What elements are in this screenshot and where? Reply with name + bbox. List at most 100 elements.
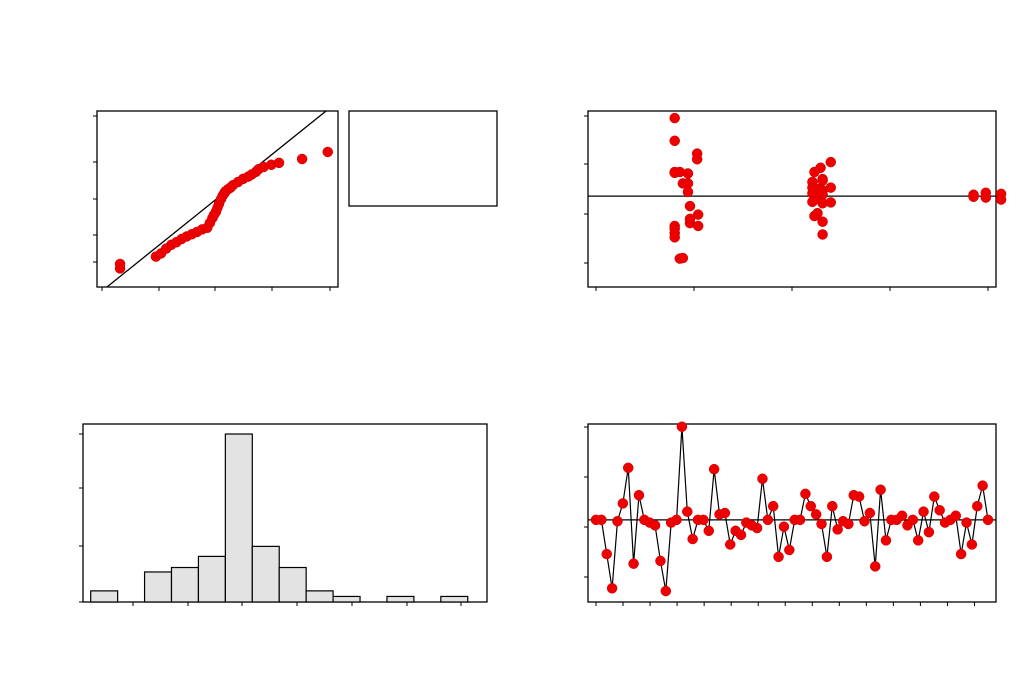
data-point bbox=[773, 551, 784, 563]
data-point bbox=[767, 500, 779, 512]
data-point bbox=[972, 500, 983, 512]
data-point bbox=[950, 510, 962, 521]
probability-plot-ticks bbox=[93, 115, 331, 291]
data-point bbox=[735, 529, 747, 541]
data-point bbox=[612, 515, 623, 527]
data-point bbox=[810, 509, 822, 520]
versus-order-ticks bbox=[584, 426, 975, 606]
data-point bbox=[757, 473, 768, 485]
versus-fits-ticks bbox=[584, 115, 989, 291]
data-point bbox=[995, 194, 1007, 205]
data-point bbox=[825, 156, 837, 168]
data-point bbox=[982, 514, 994, 526]
data-point bbox=[825, 197, 837, 208]
histogram-bar bbox=[143, 571, 173, 603]
data-point bbox=[784, 544, 795, 556]
data-point bbox=[669, 112, 680, 124]
data-point bbox=[687, 533, 698, 545]
data-point bbox=[633, 489, 645, 501]
data-point bbox=[751, 522, 763, 534]
data-point bbox=[977, 480, 988, 491]
histogram-bar bbox=[170, 566, 200, 603]
data-point bbox=[817, 229, 828, 240]
data-point bbox=[655, 555, 666, 567]
data-point bbox=[875, 484, 886, 495]
data-point bbox=[676, 421, 688, 432]
data-point bbox=[719, 507, 731, 519]
histogram-bar bbox=[332, 595, 361, 603]
versus-fits-points bbox=[669, 112, 1007, 264]
data-point bbox=[929, 491, 940, 502]
data-point bbox=[980, 192, 992, 203]
data-point bbox=[800, 488, 811, 500]
data-point bbox=[114, 258, 126, 270]
data-point bbox=[596, 514, 607, 526]
data-point bbox=[692, 209, 704, 220]
data-point bbox=[296, 153, 308, 165]
data-point bbox=[669, 232, 680, 243]
data-point bbox=[622, 462, 634, 474]
data-point bbox=[684, 213, 696, 225]
data-point bbox=[832, 524, 843, 535]
histogram-panel bbox=[79, 423, 488, 606]
histogram-bar bbox=[197, 555, 226, 603]
data-point bbox=[934, 505, 945, 516]
data-point bbox=[966, 539, 978, 550]
histogram-bar bbox=[305, 590, 334, 603]
data-point bbox=[968, 191, 979, 202]
data-point bbox=[853, 491, 865, 502]
versus-order-frame bbox=[587, 423, 997, 603]
data-point bbox=[816, 518, 827, 530]
histogram-bars bbox=[90, 433, 469, 603]
data-point bbox=[923, 526, 935, 538]
data-point bbox=[918, 506, 929, 517]
data-point bbox=[825, 182, 837, 193]
data-point bbox=[864, 507, 876, 519]
histogram-bar bbox=[386, 595, 415, 603]
versus-fits-frame bbox=[587, 110, 997, 288]
data-point bbox=[859, 515, 870, 527]
data-point bbox=[880, 535, 892, 546]
data-point bbox=[912, 535, 924, 546]
data-point bbox=[322, 146, 333, 158]
data-point bbox=[817, 175, 828, 186]
normal-probability-panel bbox=[93, 110, 498, 291]
data-point bbox=[778, 521, 790, 532]
data-point bbox=[724, 539, 736, 550]
data-point bbox=[682, 168, 694, 179]
probability-plot-points bbox=[114, 146, 333, 274]
histogram-bar bbox=[90, 590, 119, 603]
residuals-versus-fits-panel bbox=[584, 110, 1007, 291]
data-point bbox=[682, 506, 693, 517]
data-point bbox=[628, 558, 639, 569]
data-point bbox=[703, 525, 715, 537]
data-point bbox=[762, 514, 774, 526]
data-point bbox=[821, 551, 833, 563]
histogram-bar bbox=[440, 595, 469, 603]
residuals-versus-order-panel bbox=[584, 421, 997, 606]
histogram-bar bbox=[251, 545, 280, 603]
data-point bbox=[869, 561, 881, 572]
histogram-ticks bbox=[79, 433, 462, 606]
data-point bbox=[617, 498, 629, 509]
data-point bbox=[794, 514, 806, 526]
histogram-bar bbox=[224, 433, 253, 603]
data-point bbox=[961, 517, 972, 528]
data-point bbox=[827, 500, 838, 512]
data-point bbox=[671, 514, 682, 526]
data-point bbox=[691, 154, 703, 165]
data-point bbox=[805, 500, 817, 512]
data-point bbox=[684, 200, 696, 212]
data-point bbox=[815, 162, 826, 174]
data-point bbox=[606, 583, 618, 594]
data-point bbox=[698, 514, 709, 526]
data-point bbox=[843, 518, 854, 530]
data-point bbox=[682, 186, 694, 198]
data-point bbox=[669, 135, 680, 147]
data-point bbox=[660, 585, 672, 597]
data-point bbox=[601, 548, 612, 560]
histogram-bar bbox=[278, 566, 307, 603]
data-point bbox=[907, 514, 919, 526]
data-point bbox=[708, 463, 720, 475]
